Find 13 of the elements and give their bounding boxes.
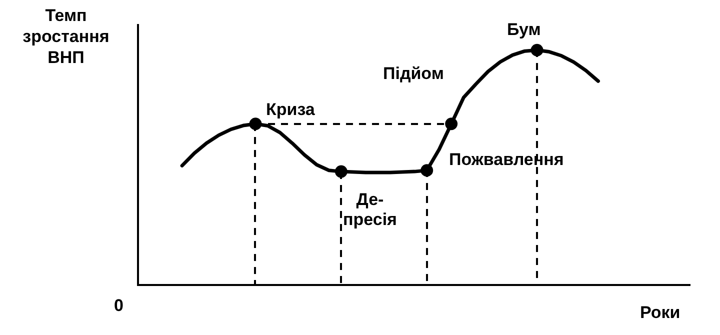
text: 0	[114, 296, 124, 316]
annotation: Пожвавлення	[449, 150, 564, 170]
point	[249, 118, 262, 130]
point	[530, 44, 544, 56]
annotation: Підйом	[383, 64, 444, 84]
point	[334, 165, 348, 178]
text: Бум	[507, 20, 541, 40]
x-axis-title: Роки	[640, 303, 680, 323]
point	[445, 118, 458, 130]
annotation: Криза	[266, 100, 315, 120]
annotation: Де- пресія	[342, 190, 398, 230]
y-axis-title: Темп зростання ВНП	[22, 5, 110, 68]
point	[420, 164, 434, 177]
